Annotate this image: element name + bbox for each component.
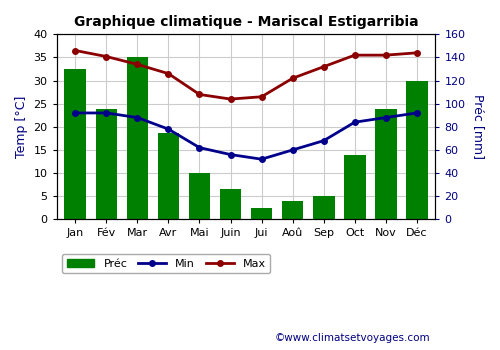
Bar — [344, 155, 366, 219]
Bar — [64, 69, 86, 219]
Bar — [188, 173, 210, 219]
Bar — [250, 208, 272, 219]
Title: Graphique climatique - Mariscal Estigarribia: Graphique climatique - Mariscal Estigarr… — [74, 15, 418, 29]
Bar — [126, 57, 148, 219]
Bar — [96, 110, 117, 219]
Bar — [375, 110, 396, 219]
Bar — [313, 196, 334, 219]
Bar — [158, 133, 180, 219]
Bar — [282, 201, 304, 219]
Y-axis label: Préc [mm]: Préc [mm] — [472, 94, 485, 159]
Text: ©www.climatsetvoyages.com: ©www.climatsetvoyages.com — [275, 333, 430, 343]
Legend: Préc, Min, Max: Préc, Min, Max — [62, 254, 270, 273]
Bar — [406, 80, 427, 219]
Y-axis label: Temp [°C]: Temp [°C] — [15, 96, 28, 158]
Bar — [220, 189, 242, 219]
